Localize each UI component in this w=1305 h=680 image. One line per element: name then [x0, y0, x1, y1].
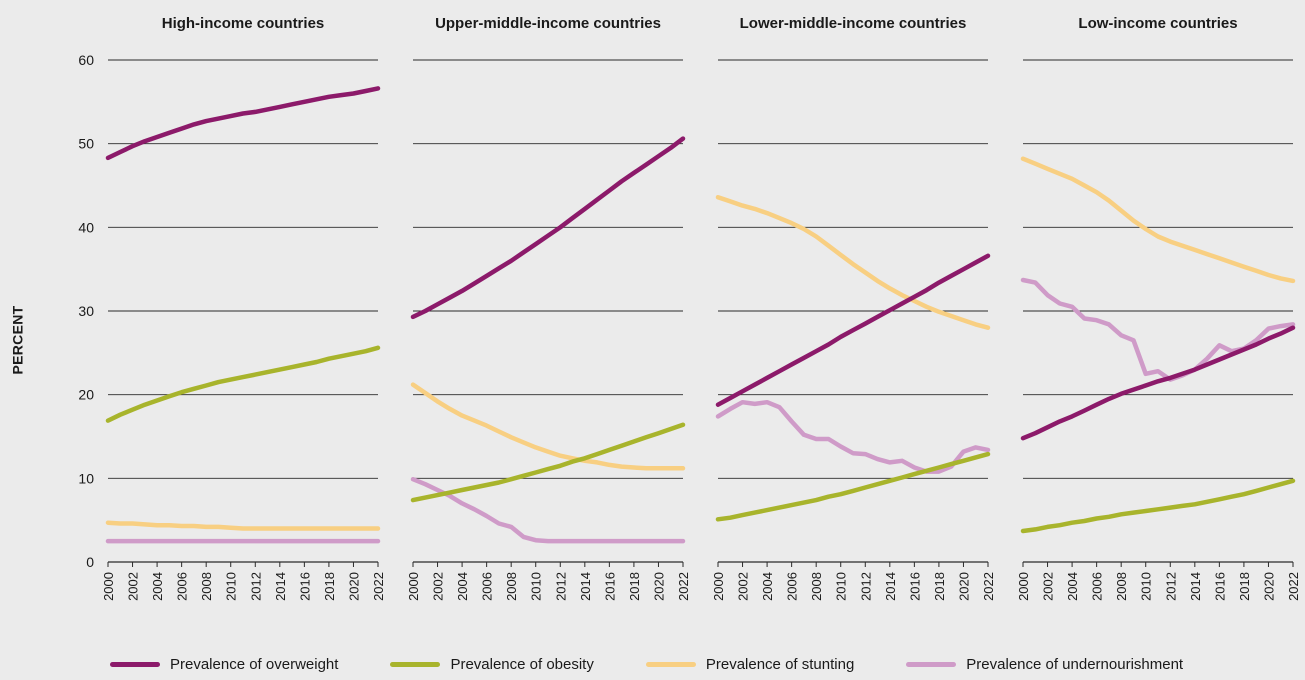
x-tick-label: 2002	[1041, 572, 1056, 601]
panel-title: Lower-middle-income countries	[740, 15, 967, 32]
panel-title: Upper-middle-income countries	[435, 15, 661, 32]
legend: Prevalence of overweight Prevalence of o…	[110, 652, 1183, 676]
x-tick-label: 2022	[981, 572, 996, 601]
x-tick-label: 2016	[907, 572, 922, 601]
x-tick-label: 2018	[322, 572, 337, 601]
legend-label-stunting: Prevalence of stunting	[705, 655, 855, 673]
series-line-prevalence-of-overweight	[715, 253, 991, 407]
legend-label-overweight: Prevalence of overweight	[170, 655, 339, 673]
series-line-prevalence-of-undernourishment	[1020, 277, 1296, 382]
series-line-prevalence-of-obesity	[410, 422, 686, 503]
legend-item-overweight: Prevalence of overweight	[110, 656, 338, 673]
x-tick-label: 2000	[101, 572, 116, 601]
x-tick-label: 2022	[1286, 572, 1301, 601]
multi-panel-line-chart: 0 10 20 30 40 50 60 High-income countries 2000 20…	[78, 15, 1301, 601]
x-tick-label: 2012	[1163, 572, 1178, 601]
y-tick-label: 0	[86, 554, 94, 570]
x-tick-label: 2002	[736, 572, 751, 601]
series-line-prevalence-of-overweight	[1020, 325, 1296, 441]
panel-title: High-income countries	[162, 15, 325, 32]
series-line-prevalence-of-stunting	[410, 382, 686, 471]
x-tick-label: 2008	[1114, 572, 1129, 601]
series-line-prevalence-of-obesity	[715, 451, 991, 522]
y-tick-label: 40	[78, 219, 94, 235]
x-tick-label: 2006	[480, 572, 495, 601]
panel-title: Low-income countries	[1078, 15, 1237, 32]
x-tick-label: 2000	[406, 572, 421, 601]
x-tick-label: 2014	[1188, 572, 1203, 601]
x-tick-label: 2002	[431, 572, 446, 601]
series-line-prevalence-of-stunting	[105, 520, 381, 531]
x-tick-label: 2010	[1139, 572, 1154, 601]
series-line-prevalence-of-overweight	[410, 136, 686, 320]
x-tick-label: 2014	[883, 572, 898, 601]
x-tick-label: 2006	[1090, 572, 1105, 601]
y-axis-title: PERCENT	[2, 306, 32, 375]
legend-swatch-stunting	[645, 661, 696, 667]
y-tick-label: 20	[78, 387, 94, 403]
x-tick-label: 2008	[504, 572, 519, 601]
x-tick-label: 2020	[346, 572, 361, 601]
x-tick-label: 2016	[1212, 572, 1227, 601]
y-tick-label: 10	[78, 470, 94, 486]
x-tick-label: 2004	[150, 572, 165, 601]
x-tick-label: 2016	[602, 572, 617, 601]
x-tick-label: 2008	[809, 572, 824, 601]
x-tick-label: 2014	[578, 572, 593, 601]
x-tick-label: 2022	[676, 572, 691, 601]
x-tick-label: 2010	[529, 572, 544, 601]
x-tick-label: 2020	[651, 572, 666, 601]
x-tick-label: 2014	[273, 572, 288, 601]
y-tick-label: 50	[78, 136, 94, 152]
legend-label-obesity: Prevalence of obesity	[450, 655, 594, 673]
series-line-prevalence-of-overweight	[105, 86, 381, 161]
x-tick-label: 2006	[175, 572, 190, 601]
x-tick-label: 2018	[932, 572, 947, 601]
y-tick-label: 60	[78, 52, 94, 68]
x-tick-label: 2010	[834, 572, 849, 601]
panel-lower-middle-income-countries: Lower-middle-income countries 2000 2002 200…	[711, 15, 996, 601]
x-tick-label: 2018	[1237, 572, 1252, 601]
panel-high-income-countries: High-income countries 2000 2002 2004 2006 200…	[101, 15, 386, 601]
x-tick-label: 2022	[371, 572, 386, 601]
x-tick-label: 2012	[248, 572, 263, 601]
panel-low-income-countries: Low-income countries 2000 2002 2004 2006 2008…	[1016, 15, 1301, 601]
y-tick-label: 30	[78, 303, 94, 319]
legend-swatch-undernourishment	[906, 661, 957, 667]
series-line-prevalence-of-stunting	[715, 194, 991, 330]
x-tick-label: 2006	[785, 572, 800, 601]
panel-upper-middle-income-countries: Upper-middle-income countries 2000 2002 200…	[406, 15, 691, 601]
series-line-prevalence-of-obesity	[1020, 478, 1296, 534]
legend-label-undernourishment: Prevalence of undernourishment	[966, 655, 1184, 673]
series-line-prevalence-of-undernourishment	[410, 476, 686, 544]
x-tick-label: 2000	[1016, 572, 1031, 601]
x-tick-label: 2002	[126, 572, 141, 601]
x-tick-label: 2004	[455, 572, 470, 601]
x-tick-label: 2018	[627, 572, 642, 601]
x-tick-label: 2004	[1065, 572, 1080, 601]
x-tick-label: 2000	[711, 572, 726, 601]
x-tick-label: 2012	[553, 572, 568, 601]
y-axis-title-text: PERCENT	[9, 305, 25, 375]
legend-item-undernourishment: Prevalence of undernourishment	[906, 656, 1183, 673]
x-tick-label: 2010	[224, 572, 239, 601]
x-tick-label: 2012	[858, 572, 873, 601]
x-tick-label: 2008	[199, 572, 214, 601]
x-tick-label: 2020	[956, 572, 971, 601]
x-tick-label: 2004	[760, 572, 775, 601]
series-line-prevalence-of-stunting	[1020, 156, 1296, 284]
legend-item-obesity: Prevalence of obesity	[390, 655, 594, 673]
x-tick-label: 2016	[297, 572, 312, 601]
legend-item-stunting: Prevalence of stunting	[645, 655, 855, 673]
series-line-prevalence-of-obesity	[105, 345, 381, 423]
series-line-prevalence-of-undernourishment	[715, 399, 991, 474]
x-tick-label: 2020	[1261, 572, 1276, 601]
legend-swatch-overweight	[110, 661, 160, 667]
legend-swatch-obesity	[390, 661, 441, 667]
